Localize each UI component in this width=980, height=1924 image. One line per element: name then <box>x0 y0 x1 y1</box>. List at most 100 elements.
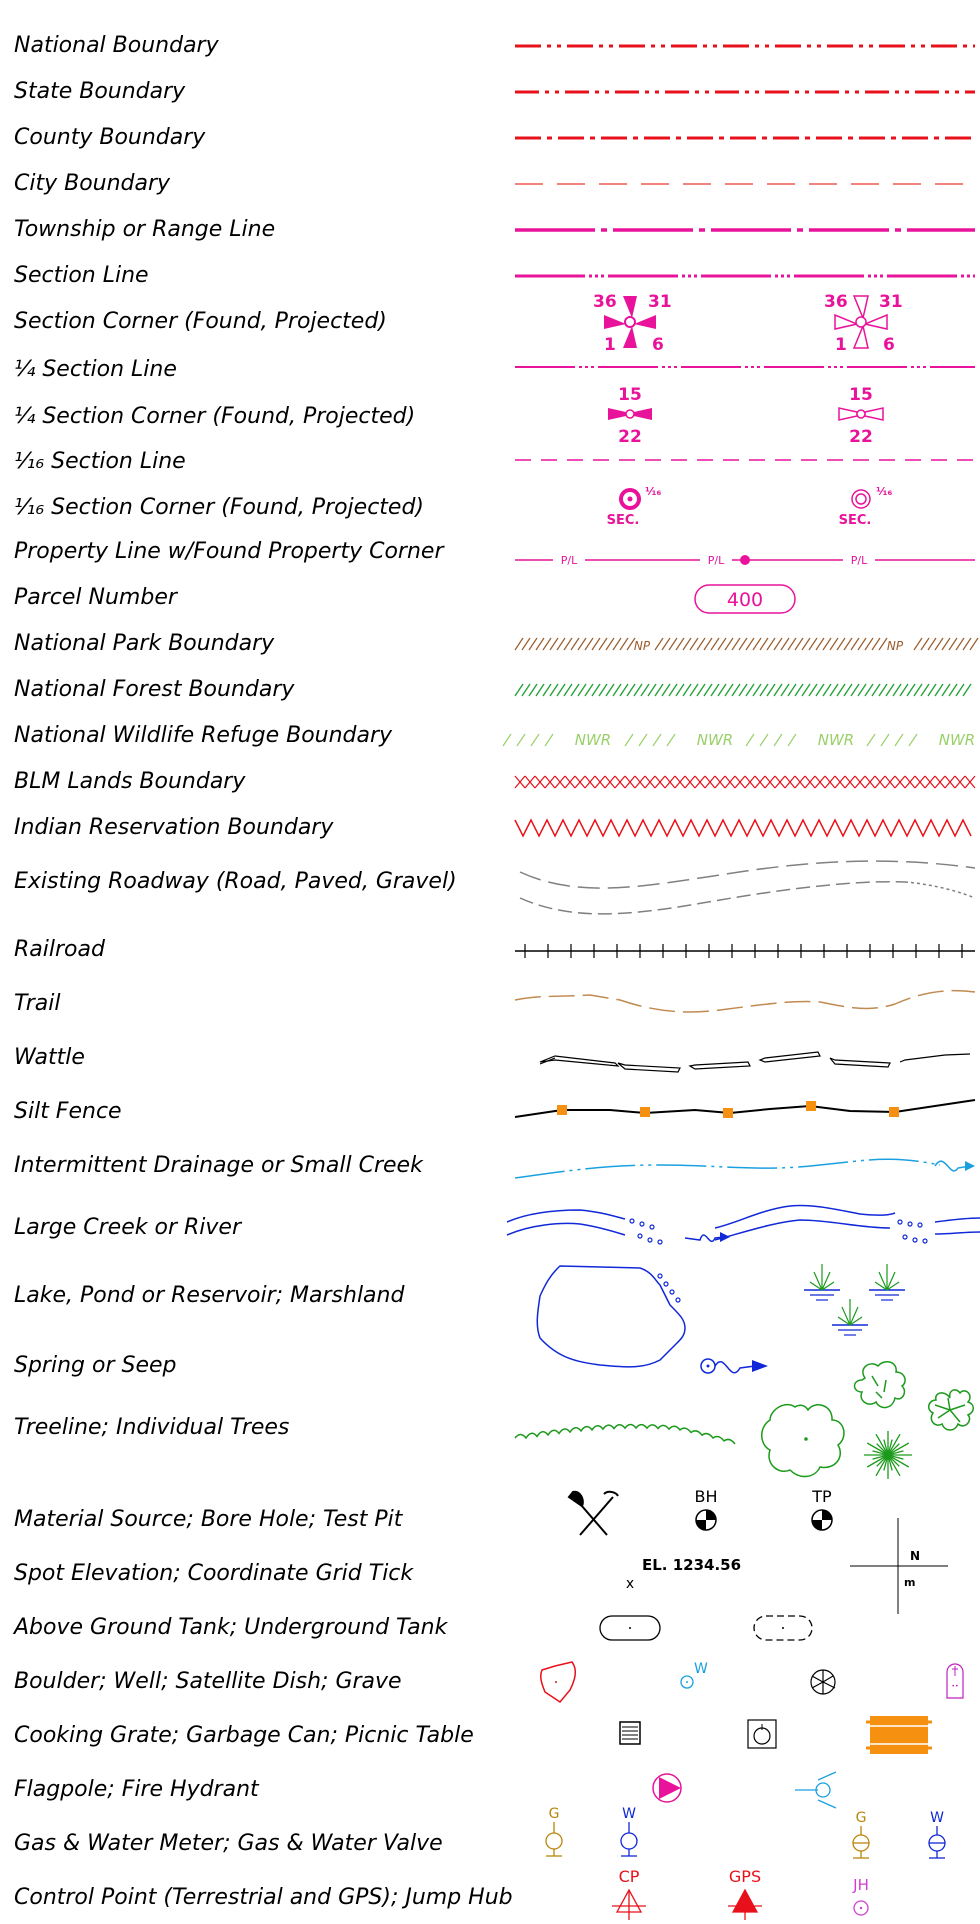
sixteenth-corner-found-text: SEC. <box>607 513 640 528</box>
fire-hydrant-icon <box>795 1771 837 1809</box>
parcel-number-box <box>694 584 796 614</box>
silt-fence-posts <box>557 1101 899 1118</box>
underground-tank-icon <box>753 1615 813 1641</box>
national-park-tag-1: NP <box>634 639 651 653</box>
garbage-can-icon <box>747 1719 777 1749</box>
lake-outline <box>536 1265 686 1368</box>
spring-icon <box>700 1358 768 1374</box>
legend-label: Section Line <box>14 263 149 288</box>
gas-valve-icon <box>852 1826 870 1859</box>
coordinate-grid-tick-icon <box>850 1518 948 1614</box>
quarter-corner-projected-icon <box>838 407 884 421</box>
water-meter-label: W <box>622 1806 636 1822</box>
legend-label: Spot Elevation; Coordinate Grid Tick <box>14 1561 414 1586</box>
national-park-boundary <box>514 637 979 651</box>
river-banks <box>506 1204 980 1241</box>
legend-label: State Boundary <box>14 79 186 104</box>
wildlife-refuge-boundary <box>502 733 918 747</box>
legend-label: BLM Lands Boundary <box>14 769 246 794</box>
drainage-arrow-head-icon <box>965 1161 975 1171</box>
gas-meter-icon <box>545 1822 563 1857</box>
national-park-tag-2: NP <box>887 639 904 653</box>
railroad-ties <box>524 944 963 958</box>
legend-label: Section Corner (Found, Projected) <box>14 309 387 334</box>
legend-label: Treeline; Individual Trees <box>14 1415 290 1440</box>
quarter-corner-projected-bottom: 22 <box>849 427 873 447</box>
picnic-table-icon <box>866 1716 932 1754</box>
bore-hole-label: BH <box>694 1487 717 1506</box>
control-point-gps-icon <box>728 1888 762 1920</box>
legend-label: Lake, Pond or Reservoir; Marshland <box>14 1283 405 1308</box>
gas-valve-label: G <box>856 1810 867 1826</box>
property-line <box>515 555 975 565</box>
legend-label: Cooking Grate; Garbage Can; Picnic Table <box>14 1723 474 1748</box>
legend-label: ¹⁄₁₆ Section Line <box>14 449 186 474</box>
bore-hole-icon <box>695 1509 717 1531</box>
above-ground-tank-icon <box>599 1615 661 1641</box>
legend-label: Above Ground Tank; Underground Tank <box>14 1615 448 1640</box>
sixteenth-corner-found-icon <box>619 488 641 510</box>
spot-elevation-mark: x <box>626 1576 634 1592</box>
wattle-line <box>539 1051 971 1073</box>
section-corner-projected-icon <box>834 295 888 349</box>
grid-tick-meters: m <box>904 1576 915 1589</box>
legend-label: Wattle <box>14 1045 85 1070</box>
property-line-tag-1: P/L <box>561 554 578 567</box>
conifer-tree-icon <box>864 1431 912 1479</box>
legend-label: Existing Roadway (Road, Paved, Gravel) <box>14 869 457 894</box>
river-arrow-head-icon <box>720 1232 730 1242</box>
silt-fence-line <box>514 1099 976 1118</box>
nwr-tag-4: NWR <box>939 731 975 749</box>
legend-label: Township or Range Line <box>14 217 276 242</box>
legend-label: Flagpole; Fire Hydrant <box>14 1777 259 1802</box>
quarter-corner-found-icon <box>608 408 652 420</box>
sixteenth-corner-projected-text: SEC. <box>839 513 872 528</box>
sixteenth-corner-found-fraction: ¹⁄₁₆ <box>645 485 661 498</box>
lake-outlet-dots <box>657 1273 681 1303</box>
grave-icon: •• <box>946 1663 964 1699</box>
treeline <box>514 1423 736 1445</box>
boulder-icon <box>540 1661 577 1703</box>
nwr-tag-2: NWR <box>697 731 733 749</box>
section-corner-found-bl: 1 <box>604 335 616 355</box>
quarter-corner-found-bottom: 22 <box>618 427 642 447</box>
found-property-corner-icon <box>740 555 750 565</box>
control-point-terrestrial-icon <box>612 1888 646 1920</box>
legend-label: Control Point (Terrestrial and GPS); Jum… <box>14 1885 513 1910</box>
legend-label: National Park Boundary <box>14 631 275 656</box>
gas-meter-label: G <box>549 1806 560 1822</box>
legend-label: National Boundary <box>14 33 219 58</box>
section-corner-projected-br: 6 <box>883 335 895 355</box>
legend-label: National Wildlife Refuge Boundary <box>14 723 393 748</box>
indian-reservation-boundary <box>514 818 972 838</box>
legend-label: ¼ Section Corner (Found, Projected) <box>14 404 416 429</box>
section-corner-projected-tr: 31 <box>879 292 903 312</box>
well-label: W <box>694 1661 708 1677</box>
water-valve-icon <box>928 1826 946 1859</box>
legend-label: Large Creek or River <box>14 1215 241 1240</box>
palm-tree-icon <box>928 1389 974 1431</box>
control-point-gps-label: GPS <box>729 1867 761 1886</box>
legend-label: Gas & Water Meter; Gas & Water Valve <box>14 1831 443 1856</box>
intermittent-drainage-line <box>514 1158 941 1179</box>
satellite-dish-icon <box>810 1669 836 1695</box>
river-flow-arrow-icon <box>684 1234 726 1243</box>
river-dots <box>629 1218 928 1245</box>
legend-label: County Boundary <box>14 125 206 150</box>
cooking-grate-icon <box>619 1721 641 1745</box>
test-pit-label: TP <box>811 1487 832 1506</box>
well-icon <box>680 1675 694 1689</box>
section-corner-found-tl: 36 <box>593 292 617 312</box>
test-pit-icon <box>811 1509 833 1531</box>
legend-label: Silt Fence <box>14 1099 122 1124</box>
material-source-icon <box>567 1490 619 1536</box>
property-line-tag-3: P/L <box>851 554 868 567</box>
national-forest-boundary <box>514 683 972 697</box>
legend-label: ¹⁄₁₆ Section Corner (Found, Projected) <box>14 495 424 520</box>
control-point-terrestrial-label: CP <box>619 1867 640 1886</box>
section-corner-projected-tl: 36 <box>824 292 848 312</box>
legend-label: Boulder; Well; Satellite Dish; Grave <box>14 1669 402 1694</box>
sixteenth-corner-projected-fraction: ¹⁄₁₆ <box>876 485 892 498</box>
legend-label: Material Source; Bore Hole; Test Pit <box>14 1507 403 1532</box>
quarter-corner-found-top: 15 <box>618 385 642 405</box>
